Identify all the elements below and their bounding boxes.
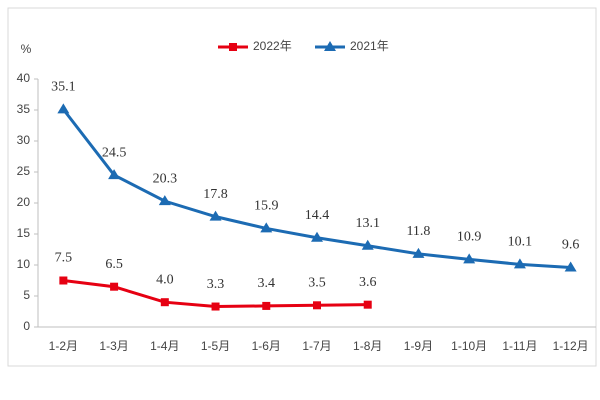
y-tick-label: 15 — [17, 226, 31, 240]
value-label: 20.3 — [153, 171, 178, 186]
x-tick-label: 1-4月 — [150, 339, 179, 353]
x-tick-label: 1-11月 — [502, 339, 537, 353]
point-marker — [262, 301, 271, 310]
value-label: 3.5 — [308, 276, 326, 291]
legend-marker — [324, 41, 336, 51]
point-marker — [209, 210, 222, 221]
series-line — [62, 108, 571, 269]
value-label: 15.9 — [254, 199, 279, 214]
y-tick-label: 35 — [17, 102, 31, 116]
value-label: 10.9 — [457, 230, 482, 245]
y-tick-label: 40 — [17, 71, 31, 85]
x-tick-label: 1-10月 — [451, 339, 487, 353]
point-marker — [513, 258, 526, 269]
x-tick-label: 1-3月 — [99, 339, 128, 353]
x-tick-label: 1-12月 — [553, 339, 589, 353]
value-label: 4.0 — [156, 272, 174, 287]
point-marker — [160, 298, 169, 307]
legend-label: 2022年 — [253, 39, 292, 53]
y-tick-label: 20 — [17, 195, 31, 209]
value-label: 6.5 — [105, 257, 123, 272]
legend-marker — [229, 43, 237, 51]
x-tick-label: 1-6月 — [252, 339, 281, 353]
point-marker — [108, 169, 121, 180]
point-marker — [311, 231, 323, 242]
x-tick-label: 1-5月 — [201, 339, 230, 353]
point-marker — [57, 103, 70, 114]
value-label: 9.6 — [562, 238, 580, 253]
point-marker — [211, 302, 220, 311]
value-label: 24.5 — [102, 145, 127, 160]
y-tick-label: 5 — [23, 288, 30, 302]
point-marker — [363, 300, 372, 309]
point-marker — [463, 253, 476, 264]
value-label: 3.3 — [207, 277, 225, 292]
point-marker — [412, 247, 425, 258]
y-tick-label: 30 — [17, 133, 31, 147]
x-tick-label: 1-8月 — [353, 339, 382, 353]
point-marker — [59, 276, 68, 285]
point-marker — [158, 195, 171, 206]
value-label: 13.1 — [355, 216, 380, 231]
y-tick-label: 25 — [17, 164, 31, 178]
point-marker — [564, 261, 577, 272]
point-marker — [260, 222, 273, 233]
value-label: 7.5 — [55, 251, 73, 266]
value-label: 14.4 — [305, 208, 330, 223]
value-label: 35.1 — [51, 80, 76, 95]
point-marker — [361, 239, 374, 250]
value-label: 10.1 — [508, 235, 533, 250]
point-marker — [313, 301, 321, 310]
x-tick-label: 1-7月 — [302, 339, 331, 353]
value-label: 3.6 — [359, 275, 377, 290]
value-label: 3.4 — [258, 276, 276, 291]
y-tick-label: 10 — [17, 257, 31, 271]
y-axis-label: % — [21, 42, 32, 56]
x-tick-label: 1-9月 — [404, 339, 433, 353]
y-tick-label: 0 — [23, 319, 30, 333]
chart-border — [7, 7, 597, 367]
x-tick-label: 1-2月 — [49, 339, 78, 353]
point-marker — [110, 282, 119, 291]
legend-label: 2021年 — [350, 39, 389, 53]
value-label: 11.8 — [406, 224, 430, 239]
value-label: 17.8 — [203, 187, 228, 202]
